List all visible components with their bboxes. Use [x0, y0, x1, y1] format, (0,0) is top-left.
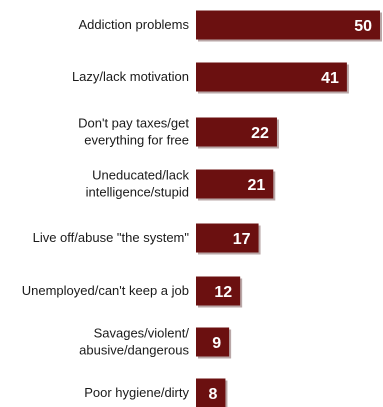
category-label: Lazy/lack motivation — [72, 69, 189, 84]
category-label: Savages/violent/abusive/dangerous — [79, 326, 189, 358]
category-label-line: intelligence/stupid — [86, 185, 189, 200]
category-label: Unemployed/can't keep a job — [22, 283, 189, 298]
bar — [196, 378, 226, 407]
category-label-line: Poor hygiene/dirty — [84, 385, 189, 400]
value-label: 9 — [212, 335, 221, 352]
category-label-line: Addiction problems — [78, 17, 189, 32]
value-label: 50 — [354, 18, 372, 35]
category-label-line: everything for free — [84, 133, 189, 148]
category-label-line: Lazy/lack motivation — [72, 69, 189, 84]
bars-group: 50 Addiction problems 41 Lazy/lack motivati… — [22, 10, 382, 407]
bar — [196, 327, 230, 357]
category-label-line: Don't pay taxes/get — [78, 116, 189, 131]
category-label-line: Uneducated/lack — [92, 168, 189, 183]
category-label-line: abusive/dangerous — [79, 343, 189, 358]
category-label-line: Unemployed/can't keep a job — [22, 283, 189, 298]
category-label: Don't pay taxes/get everything for free — [78, 116, 189, 148]
value-label: 12 — [214, 284, 232, 301]
value-label: 22 — [251, 125, 269, 142]
category-label: Addiction problems — [78, 17, 189, 32]
category-label-line: Live off/abuse "the system" — [33, 230, 190, 245]
category-label: Uneducated/lack intelligence/stupid — [86, 168, 190, 200]
bar — [196, 169, 274, 199]
value-label: 17 — [233, 231, 251, 248]
category-label: Poor hygiene/dirty — [84, 385, 189, 400]
bar — [196, 62, 347, 92]
value-label: 21 — [247, 177, 265, 194]
bar — [196, 223, 259, 253]
value-label: 41 — [321, 70, 339, 87]
category-label: Live off/abuse "the system" — [33, 230, 190, 245]
bar — [196, 10, 380, 40]
value-label: 8 — [209, 386, 218, 403]
bar — [196, 276, 241, 306]
category-label-line: Savages/violent/ — [94, 326, 190, 341]
bar — [196, 117, 277, 147]
